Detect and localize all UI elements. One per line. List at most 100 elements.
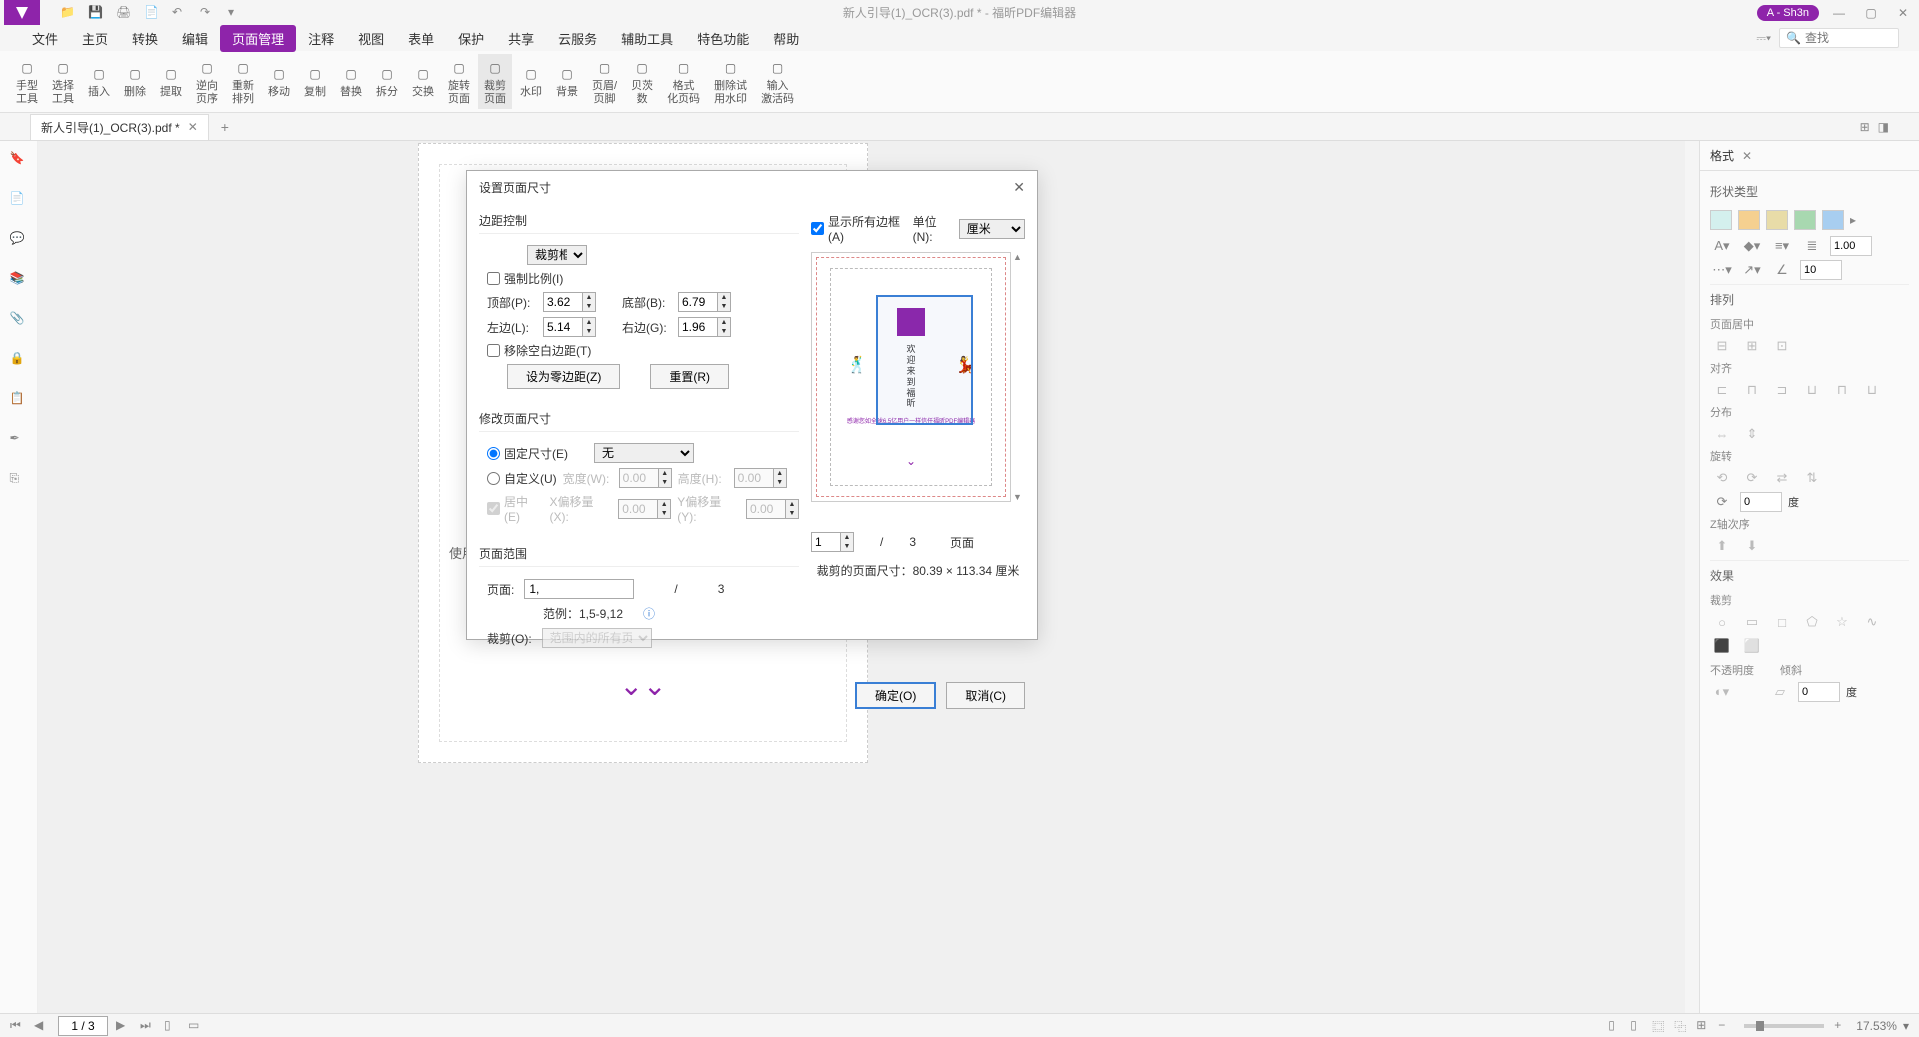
save-icon[interactable]: 💾 [88,5,104,21]
menu-item-3[interactable]: 编辑 [170,25,220,52]
zoom-value[interactable]: 17.53% [1856,1019,1897,1033]
doc-icon[interactable]: 📄 [144,5,160,21]
rotate-free-icon[interactable]: ⟳ [1710,492,1734,512]
menu-item-6[interactable]: 视图 [346,25,396,52]
flip-h-icon[interactable]: ⇄ [1770,468,1794,488]
align-right-icon[interactable]: ⊐ [1770,380,1794,400]
cancel-button[interactable]: 取消(C) [946,682,1025,709]
color-swatch-4[interactable] [1822,210,1844,230]
ribbon-btn-14[interactable]: ▢水印 [514,60,548,102]
spin-up[interactable]: ▲ [841,533,853,542]
menu-dropdown-icon[interactable]: ⎓▾ [1756,31,1771,46]
panel-close-icon[interactable]: ✕ [1742,149,1752,163]
custom-size-radio[interactable]: 自定义(U) [487,470,557,487]
bookmark-icon[interactable]: 🔖 [10,151,28,169]
ribbon-btn-6[interactable]: ▢重新 排列 [226,54,260,108]
ok-button[interactable]: 确定(O) [855,682,936,709]
zoom-out-icon[interactable]: − [1718,1018,1734,1034]
spin-down[interactable]: ▼ [583,327,595,336]
document-tab[interactable]: 新人引导(1)_OCR(3).pdf * ✕ [30,114,209,140]
menu-item-10[interactable]: 云服务 [546,25,609,52]
preview-scroll-down[interactable]: ▼ [1013,492,1022,502]
spin-up[interactable]: ▲ [583,293,595,302]
line-style-icon[interactable]: ≡▾ [1770,236,1794,256]
menu-item-5[interactable]: 注释 [296,25,346,52]
ribbon-btn-16[interactable]: ▢页眉/ 页脚 [586,54,623,108]
crop-custom2-icon[interactable]: ⬜ [1740,636,1764,656]
angle-input[interactable] [1800,260,1842,280]
qat-dropdown-icon[interactable]: ▾ [228,5,244,21]
minimize-button[interactable]: — [1827,1,1851,25]
color-swatch-1[interactable] [1738,210,1760,230]
clipboard-icon[interactable]: ⎘ [10,471,28,489]
user-badge[interactable]: A - Sh3n [1757,5,1819,21]
last-page-icon[interactable]: ⏭ [140,1018,156,1034]
search-input[interactable] [1805,31,1885,45]
send-back-icon[interactable]: ⬇ [1740,536,1764,556]
spin-down[interactable]: ▼ [718,327,730,336]
align-middle-icon[interactable]: ⊓ [1830,380,1854,400]
redo-icon[interactable]: ↷ [200,5,216,21]
fixed-size-select[interactable]: 无 [594,443,694,463]
line-weight-icon[interactable]: ≣ [1800,236,1824,256]
ribbon-btn-13[interactable]: ▢裁剪 页面 [478,54,512,108]
menu-item-0[interactable]: 文件 [20,25,70,52]
panel-toggle-icon[interactable]: ◨ [1878,120,1889,134]
preview-crop-box[interactable] [876,295,973,425]
crop-ellipse-icon[interactable]: ○ [1710,612,1734,632]
dist-h-icon[interactable]: ⇔ [1710,424,1734,444]
dash-style-icon[interactable]: ⋯▾ [1710,260,1734,280]
zoom-in-icon[interactable]: + [1834,1018,1850,1034]
dialog-close-icon[interactable]: ✕ [1013,179,1025,196]
spin-up[interactable]: ▲ [583,318,595,327]
show-all-checkbox[interactable]: 显示所有边框(A) [811,213,907,244]
vertical-scrollbar[interactable] [1685,141,1699,1013]
swatch-more-icon[interactable]: ▸ [1850,213,1856,227]
prev-page-icon[interactable]: ◀ [34,1018,50,1034]
ribbon-btn-8[interactable]: ▢复制 [298,60,332,102]
next-page-icon[interactable]: ▶ [116,1018,132,1034]
spin-down[interactable]: ▼ [583,302,595,311]
layout-icon1[interactable]: ▯ [164,1018,180,1034]
skew-icon[interactable]: ▱ [1768,682,1792,702]
security-icon[interactable]: 🔒 [10,351,28,369]
left-input[interactable] [543,317,583,337]
align-bottom-icon[interactable]: ⊔ [1860,380,1884,400]
menu-item-12[interactable]: 特色功能 [685,25,761,52]
spin-up[interactable]: ▲ [718,293,730,302]
force-ratio-checkbox[interactable]: 强制比例(I) [487,270,563,287]
remove-white-checkbox[interactable]: 移除空白边距(T) [487,342,591,359]
bottom-input[interactable] [678,292,718,312]
tab-close-icon[interactable]: ✕ [188,120,198,134]
grid-view-icon[interactable]: ⊞ [1860,120,1870,134]
color-swatch-2[interactable] [1766,210,1788,230]
ribbon-btn-20[interactable]: ▢输入 激活码 [755,54,800,108]
first-page-icon[interactable]: ⏮ [10,1018,26,1034]
page-spin-input[interactable] [811,532,841,552]
zero-margin-button[interactable]: 设为零边距(Z) [507,364,620,389]
menu-item-11[interactable]: 辅助工具 [609,25,685,52]
font-color-icon[interactable]: A▾ [1710,236,1734,256]
ribbon-btn-7[interactable]: ▢移动 [262,60,296,102]
menu-item-7[interactable]: 表单 [396,25,446,52]
open-icon[interactable]: 📁 [60,5,76,21]
zoom-dropdown-icon[interactable]: ▾ [1903,1019,1909,1033]
crop-type-select[interactable]: 裁剪框 [527,245,587,265]
angle-icon[interactable]: ∠ [1770,260,1794,280]
preview-scroll-up[interactable]: ▲ [1013,252,1022,262]
color-swatch-3[interactable] [1794,210,1816,230]
panel-tab-label[interactable]: 格式 [1710,147,1734,164]
view-mode4-icon[interactable]: ⿻ [1674,1018,1690,1034]
bring-front-icon[interactable]: ⬆ [1710,536,1734,556]
center-v-icon[interactable]: ⊞ [1740,336,1764,356]
signature-icon[interactable]: ✒ [10,431,28,449]
crop-wave-icon[interactable]: ∿ [1860,612,1884,632]
view-mode1-icon[interactable]: ▯ [1608,1018,1624,1034]
crop-square-icon[interactable]: □ [1770,612,1794,632]
view-mode3-icon[interactable]: ⿴ [1652,1018,1668,1034]
menu-item-13[interactable]: 帮助 [761,25,811,52]
info-icon[interactable]: ⓘ [643,605,655,622]
page-range-input[interactable] [524,579,634,599]
flip-v-icon[interactable]: ⇅ [1800,468,1824,488]
undo-icon[interactable]: ↶ [172,5,188,21]
